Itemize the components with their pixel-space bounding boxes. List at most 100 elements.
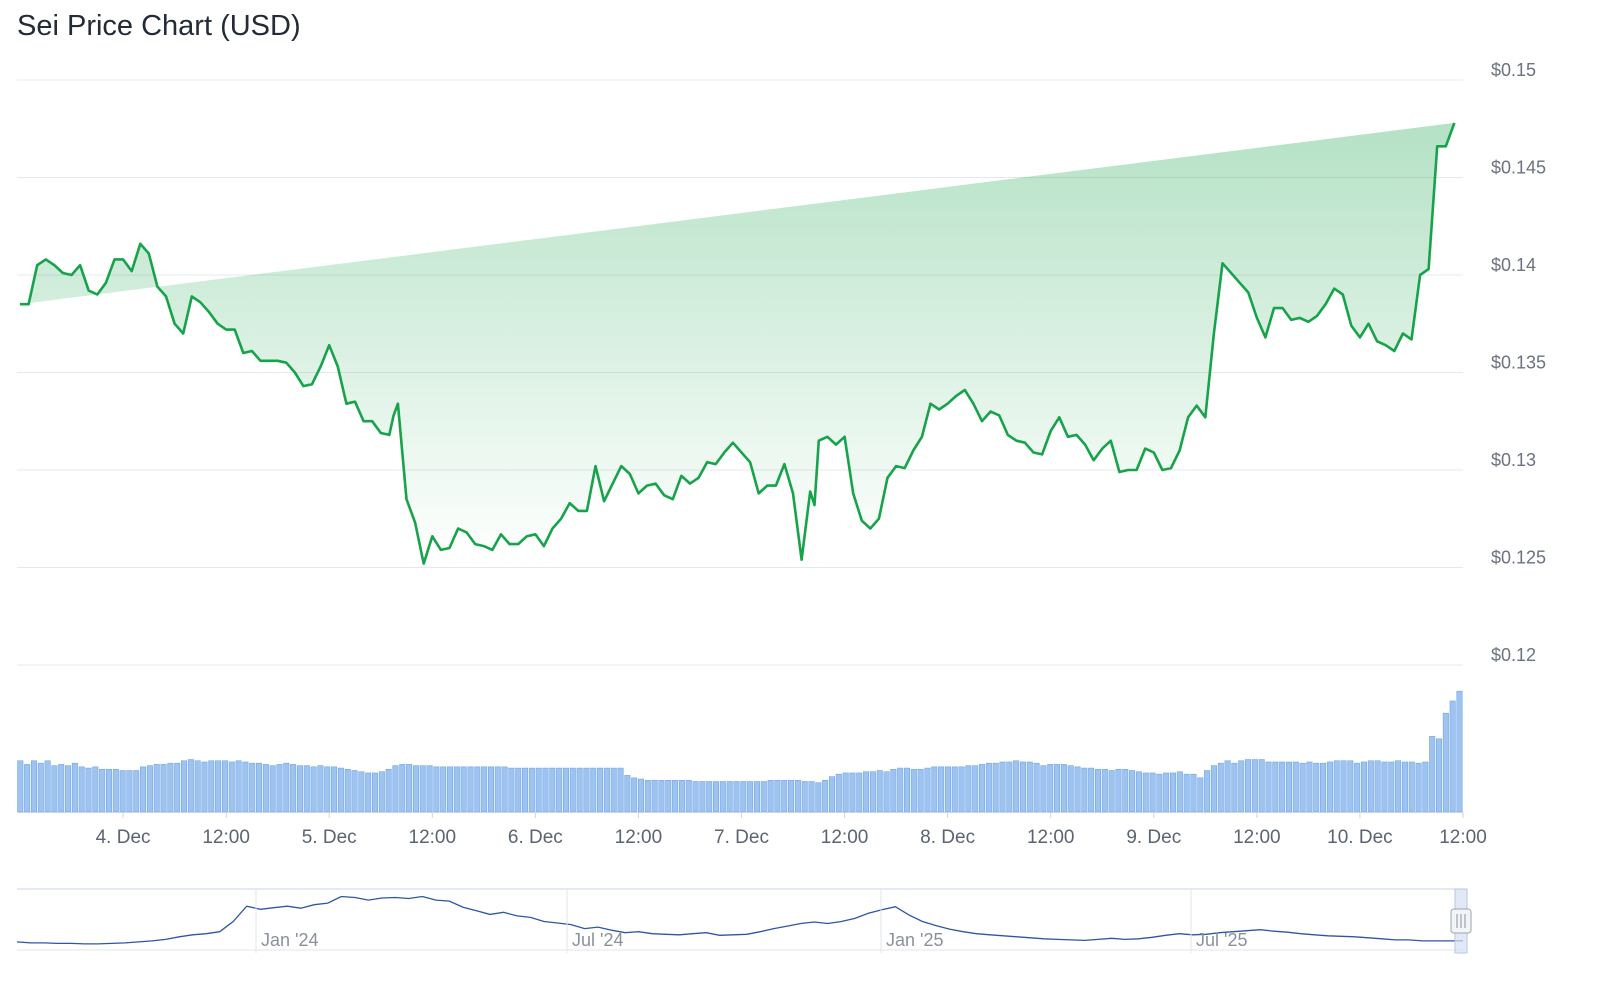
volume-bar [1088, 767, 1095, 813]
volume-bar [399, 764, 406, 813]
volume-bar [1429, 736, 1436, 813]
volume-bar [1129, 770, 1136, 813]
volume-bar [51, 765, 58, 813]
volume-bar [1135, 771, 1142, 813]
x-tick-label: 7. Dec [714, 827, 769, 848]
volume-bar [317, 765, 324, 813]
y-tick-label: $0.12 [1491, 645, 1536, 665]
volume-bar [1231, 762, 1238, 813]
x-tick-label: 12:00 [1027, 827, 1075, 848]
volume-bar [140, 766, 147, 813]
volume-bar [221, 760, 228, 813]
navigator-series-line [16, 895, 1463, 945]
volume-bar [1251, 759, 1258, 813]
volume-bar [1265, 761, 1272, 813]
volume-bar [1360, 761, 1368, 813]
volume-bar [99, 768, 106, 813]
volume-bar [883, 771, 890, 813]
volume-bar [358, 771, 365, 813]
volume-bar [979, 764, 986, 813]
volume-bar [324, 766, 331, 813]
volume-bar [590, 767, 597, 813]
y-axis: $0.12 $0.125 $0.13 $0.135 $0.14 $0.145 $0.15 [1491, 60, 1546, 665]
volume-bar [924, 767, 931, 813]
volume-bar [665, 779, 672, 813]
x-axis: 4. Dec 12:00 5. Dec 12:00 6. Dec 12:00 7. Dec 1… [96, 812, 1487, 848]
volume-bar [1026, 761, 1033, 813]
volume-bar [44, 760, 51, 813]
range-navigator[interactable]: Jan '24 Jul '24 Jan '25 Jul '25 [16, 888, 1472, 954]
volume-bar [637, 778, 645, 813]
volume-bar [610, 767, 617, 813]
volume-bar [972, 765, 979, 813]
volume-bar [760, 781, 767, 813]
volume-bar [30, 760, 37, 813]
volume-bar [174, 762, 181, 813]
volume-bar [1019, 761, 1026, 813]
volume-bar [385, 768, 392, 813]
volume-bar [1176, 771, 1183, 813]
volume-bar [958, 766, 965, 813]
volume-bar [767, 779, 774, 813]
volume-bar [699, 781, 706, 813]
volume-bar [17, 760, 24, 813]
volume-bar [1183, 773, 1190, 813]
volume-bar [562, 767, 569, 813]
x-tick-label: 12:00 [202, 827, 250, 848]
volume-bar [713, 781, 720, 813]
volume-bar [1292, 761, 1299, 813]
volume-bar [556, 767, 563, 813]
volume-bar [515, 767, 522, 813]
volume-bar [58, 764, 65, 813]
volume-bar [726, 781, 733, 813]
volume-bar [276, 764, 283, 813]
volume-bar [187, 759, 194, 813]
volume-bar [1054, 764, 1061, 813]
navigator-handle[interactable] [1450, 908, 1472, 934]
volume-bar [392, 765, 399, 813]
y-tick-label: $0.135 [1491, 353, 1546, 373]
volume-bar [37, 762, 44, 813]
volume-bar [365, 772, 372, 813]
price-series-line [20, 122, 1456, 565]
volume-bar [1238, 760, 1245, 813]
volume-bar [801, 781, 808, 813]
volume-bar [1340, 760, 1347, 813]
volume-bar [412, 765, 419, 813]
volume-bar [1367, 760, 1374, 813]
volume-bar [494, 766, 501, 813]
volume-bar [897, 767, 904, 813]
volume-bar [1333, 760, 1340, 813]
volume-bar [1210, 765, 1217, 813]
volume-bar [1013, 760, 1020, 813]
volume-bar [433, 766, 440, 813]
volume-bar [992, 762, 999, 813]
volume-bar [126, 770, 133, 813]
volume-bar [631, 777, 638, 813]
volume-bar [835, 773, 842, 813]
volume-bar [828, 776, 835, 813]
volume-bar [903, 767, 911, 813]
volume-bar [283, 762, 290, 813]
volume-bar [453, 766, 460, 813]
volume-bar [1217, 762, 1224, 813]
volume-bar [371, 772, 378, 813]
volume-bar [1401, 761, 1408, 813]
volume-bar [249, 762, 256, 813]
volume-bar [474, 766, 481, 813]
volume-bar [944, 766, 951, 813]
volume-bar [71, 762, 78, 813]
x-tick-label: 12:00 [1439, 827, 1487, 848]
volume-bar [1326, 761, 1333, 813]
volume-bar [1388, 761, 1395, 813]
volume-bar [1163, 772, 1170, 813]
chart-title: Sei Price Chart (USD) [17, 10, 301, 42]
volume-bar [269, 765, 276, 813]
volume-bar [105, 768, 112, 813]
volume-bar [951, 766, 958, 813]
volume-bar [1449, 700, 1456, 813]
volume-bar [1436, 738, 1443, 813]
volume-bar [133, 770, 140, 813]
volume-bar [1040, 765, 1047, 813]
volume-bar [938, 766, 945, 813]
